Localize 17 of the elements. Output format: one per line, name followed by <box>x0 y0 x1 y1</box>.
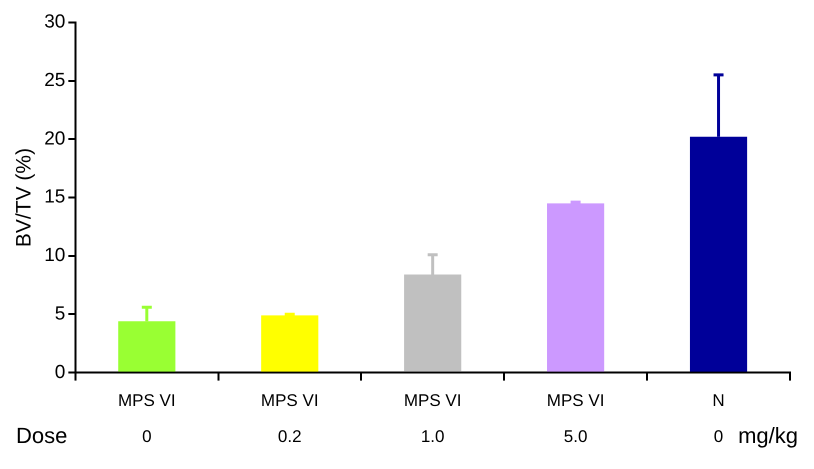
x-tick-label: MPS VI 0.2 <box>260 391 319 446</box>
y-tick-label: 15 <box>44 186 66 208</box>
y-tick-label: 25 <box>44 70 66 91</box>
bar <box>261 315 318 372</box>
y-tick-label: 20 <box>44 128 66 150</box>
x-tick-label: MPS VI 0 <box>118 391 176 446</box>
y-tick-label: 30 <box>44 12 66 33</box>
y-tick-label: 5 <box>54 303 66 324</box>
text: Dose <box>16 423 68 448</box>
x-tick-label: MPS VI 5.0 <box>546 391 604 446</box>
y-tick-label: 10 <box>44 245 66 266</box>
y-axis-title: BV/TV (%) <box>12 148 36 248</box>
x-tick-label: N 0 <box>712 391 725 446</box>
x-tick-label: MPS VI 1.0 <box>404 391 462 446</box>
bar <box>547 203 604 372</box>
text: mg/kg <box>738 423 798 448</box>
y-tick-label: 0 <box>54 362 66 383</box>
